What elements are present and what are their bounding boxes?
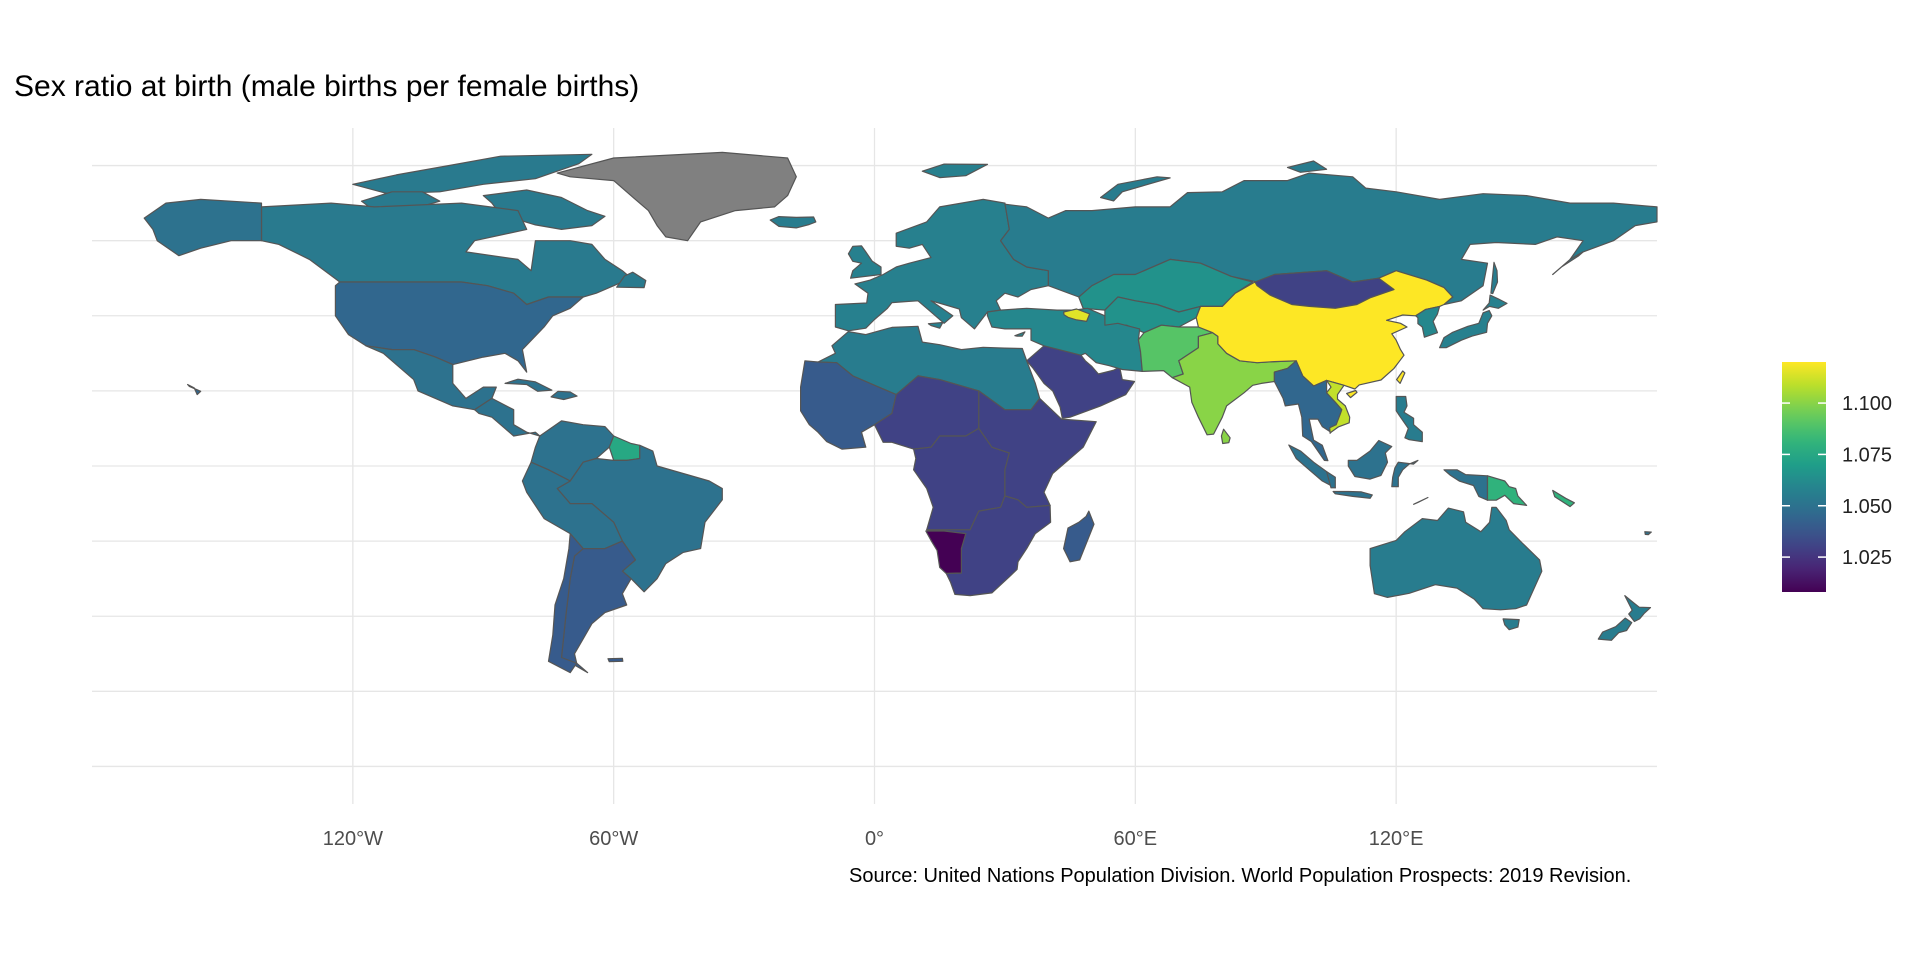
region-hispaniola <box>550 390 578 401</box>
legend-tick-label: 1.050 <box>1842 496 1892 518</box>
region-greenland <box>556 151 797 242</box>
region-sulawesi <box>1391 459 1419 488</box>
region-falklands <box>607 657 624 663</box>
region-mexico <box>365 345 497 411</box>
region-suriname-guyana <box>608 435 641 461</box>
region-novaya-zemlya <box>1100 176 1171 202</box>
source-caption: Source: United Nations Population Divisi… <box>849 865 1632 887</box>
legend-tick-label: 1.025 <box>1842 547 1892 569</box>
region-korea <box>1415 305 1441 338</box>
x-tick-label: 120°E <box>1369 828 1424 850</box>
chart-title: Sex ratio at birth (male births per fema… <box>14 70 640 103</box>
region-italy-islands <box>927 321 944 329</box>
region-west-papua <box>1443 469 1489 501</box>
region-australia <box>1369 506 1543 611</box>
region-china <box>1195 270 1454 390</box>
x-axis: 120°W 60°W 0° 60°E 120°E <box>323 828 1424 850</box>
legend-tick-label: 1.100 <box>1842 393 1892 415</box>
region-kamchatka-tip <box>1552 251 1584 276</box>
region-sri-lanka <box>1220 428 1231 445</box>
region-southeast-asia <box>1273 360 1346 462</box>
region-timor <box>1413 496 1429 505</box>
region-chile <box>547 533 584 674</box>
region-hokkaido <box>1482 294 1508 311</box>
region-newfoundland <box>616 271 647 289</box>
region-cyprus <box>1014 331 1026 337</box>
x-tick-label: 60°W <box>589 828 638 850</box>
legend-colorbar: 1.025 1.050 1.075 1.100 <box>1782 362 1892 592</box>
region-japan <box>1439 309 1493 349</box>
region-new-zealand <box>1624 595 1652 623</box>
region-fiji <box>1644 531 1652 536</box>
legend-gradient <box>1782 362 1826 592</box>
region-philippines <box>1395 395 1423 443</box>
region-vietnam <box>1326 379 1351 434</box>
x-tick-label: 0° <box>865 828 884 850</box>
region-papua-new-guinea <box>1486 475 1528 506</box>
country-shapes <box>143 151 1658 674</box>
region-uk-ireland <box>847 245 882 279</box>
region-new-zealand-south <box>1597 617 1633 641</box>
region-peru-bolivia <box>521 461 623 550</box>
region-severnaya <box>1286 160 1328 173</box>
region-taiwan <box>1396 370 1406 384</box>
region-borneo <box>1347 439 1393 480</box>
region-solomon <box>1552 489 1575 508</box>
region-hainan <box>1346 389 1358 399</box>
x-tick-label: 60°E <box>1114 828 1158 850</box>
region-east-africa <box>978 390 1097 508</box>
region-arabian-peninsula <box>1026 345 1136 419</box>
region-europe <box>834 198 1049 332</box>
region-svalbard <box>921 163 989 179</box>
legend-tick-label: 1.075 <box>1842 444 1892 466</box>
region-arctic-islands <box>352 153 593 195</box>
region-alaska-united-states <box>143 198 263 257</box>
region-cuba <box>504 378 553 392</box>
region-sumatra-link <box>1326 471 1336 489</box>
region-namibia <box>925 530 967 574</box>
region-madagascar <box>1063 510 1095 563</box>
region-central-america <box>474 397 541 437</box>
x-tick-label: 120°W <box>323 828 383 850</box>
region-hawaii <box>187 383 202 396</box>
region-sakhalin <box>1490 261 1499 295</box>
region-tasmania <box>1502 618 1520 631</box>
region-java <box>1332 490 1373 499</box>
region-iceland <box>769 216 817 229</box>
region-armenia-azerbaijan <box>1063 308 1091 322</box>
